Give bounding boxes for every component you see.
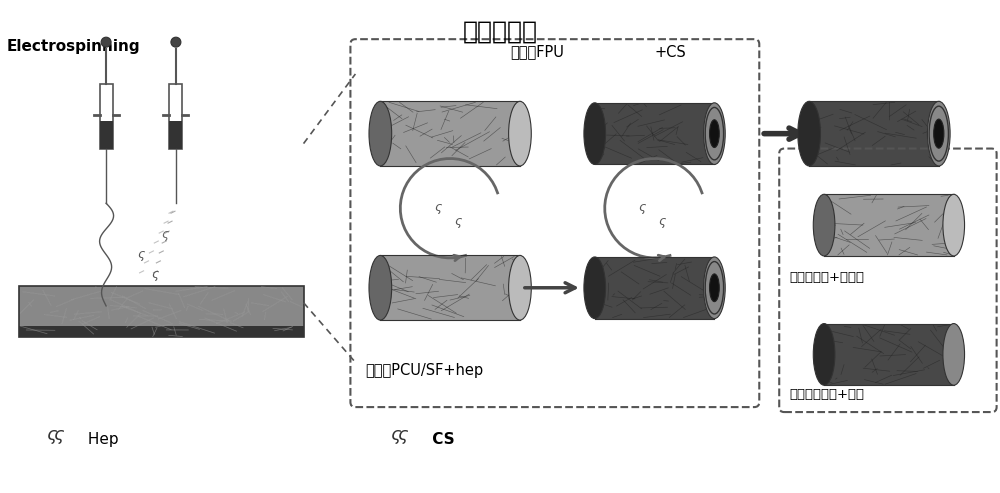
Bar bbox=[380, 102, 520, 166]
Ellipse shape bbox=[171, 37, 181, 47]
Text: $\varsigma$: $\varsigma$ bbox=[161, 229, 170, 243]
Text: +CS: +CS bbox=[655, 44, 686, 60]
Bar bbox=[595, 103, 714, 165]
Text: CS: CS bbox=[427, 432, 455, 448]
Bar bbox=[19, 325, 304, 338]
Ellipse shape bbox=[584, 257, 606, 318]
Text: Hep: Hep bbox=[83, 432, 119, 448]
Ellipse shape bbox=[798, 102, 820, 166]
Ellipse shape bbox=[927, 102, 950, 166]
Ellipse shape bbox=[943, 194, 965, 256]
Text: 内层：亲水+抗血栓: 内层：亲水+抗血栓 bbox=[789, 271, 864, 284]
Ellipse shape bbox=[509, 255, 531, 320]
Ellipse shape bbox=[369, 255, 392, 320]
Text: $\varsigma\!\varsigma$: $\varsigma\!\varsigma$ bbox=[46, 428, 66, 446]
Ellipse shape bbox=[705, 107, 724, 160]
Ellipse shape bbox=[929, 106, 948, 161]
Ellipse shape bbox=[584, 103, 606, 165]
Bar bbox=[824, 323, 954, 385]
Bar bbox=[169, 121, 182, 148]
Ellipse shape bbox=[710, 120, 719, 147]
Text: 外层：超疏水+止血: 外层：超疏水+止血 bbox=[789, 387, 864, 401]
Bar bbox=[380, 255, 520, 320]
Ellipse shape bbox=[369, 102, 392, 166]
Bar bbox=[595, 257, 714, 318]
Ellipse shape bbox=[813, 323, 835, 385]
Ellipse shape bbox=[934, 119, 944, 148]
Ellipse shape bbox=[704, 257, 725, 318]
Bar bbox=[19, 286, 304, 338]
Ellipse shape bbox=[509, 102, 531, 166]
Bar bbox=[824, 194, 954, 256]
Ellipse shape bbox=[813, 194, 835, 256]
Text: 内层：PCU/SF+hep: 内层：PCU/SF+hep bbox=[365, 363, 484, 378]
Text: $\mathit{\varsigma}$: $\mathit{\varsigma}$ bbox=[454, 216, 463, 230]
Bar bbox=[100, 84, 113, 148]
Text: 实验室制备: 实验室制备 bbox=[463, 19, 538, 43]
Text: 外层：FPU: 外层：FPU bbox=[510, 44, 564, 60]
Text: $\mathit{\varsigma}$: $\mathit{\varsigma}$ bbox=[658, 216, 667, 230]
Ellipse shape bbox=[943, 323, 965, 385]
Text: $\varsigma$: $\varsigma$ bbox=[137, 249, 145, 263]
Text: Electrospinning: Electrospinning bbox=[6, 39, 140, 54]
Text: $\varsigma$: $\varsigma$ bbox=[151, 269, 160, 283]
Ellipse shape bbox=[710, 274, 719, 302]
Bar bbox=[100, 121, 113, 148]
Text: $\varsigma\!\varsigma$: $\varsigma\!\varsigma$ bbox=[390, 428, 410, 446]
Text: $\mathit{\varsigma}$: $\mathit{\varsigma}$ bbox=[638, 202, 647, 216]
Ellipse shape bbox=[101, 37, 111, 47]
Ellipse shape bbox=[705, 262, 724, 314]
Text: $\mathit{\varsigma}$: $\mathit{\varsigma}$ bbox=[434, 202, 443, 216]
Ellipse shape bbox=[704, 103, 725, 165]
Bar bbox=[809, 102, 939, 166]
Bar bbox=[169, 84, 182, 148]
